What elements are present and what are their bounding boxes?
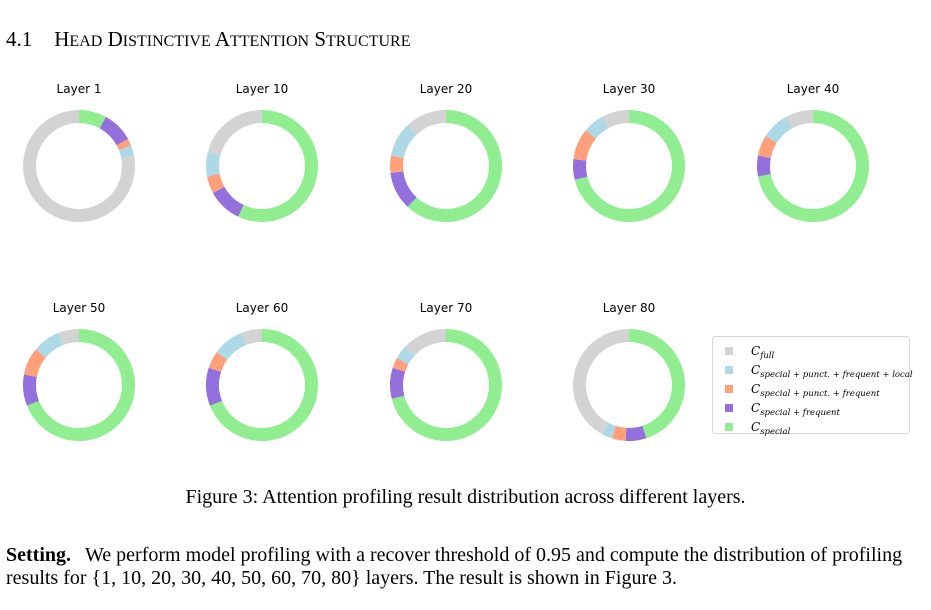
slice-layer-80-c-special-punct-frequent-local: [602, 422, 616, 439]
slice-layer-10-c-full: [207, 110, 262, 156]
legend-swatch: [725, 347, 733, 355]
slice-layer-50-c-special-punct-frequent-local: [35, 332, 64, 358]
legend-swatch: [725, 404, 733, 412]
slice-layer-70-c-special-frequent: [390, 367, 406, 399]
slice-layer-80-c-special-punct-frequent: [611, 425, 627, 441]
chart-title-layer-1: Layer 1: [56, 82, 102, 96]
chart-legend: Cfull Cspecial + punct. + frequent + loca…: [712, 336, 913, 437]
section-title: HEAD DISTINCTIVE ATTENTION STRUCTURE: [54, 27, 411, 51]
donut-layer-10: [206, 110, 319, 223]
legend-swatch: [725, 366, 733, 374]
paragraph-lead: Setting.: [6, 544, 71, 566]
legend-label: Cspecial: [751, 420, 791, 437]
slice-layer-70-c-full: [405, 329, 446, 356]
legend-label: Cspecial + frequent: [751, 401, 840, 418]
slice-layer-70-c-special-punct-frequent-local: [396, 346, 415, 365]
slice-layer-80-c-special: [629, 329, 685, 439]
slice-layer-20-c-special-frequent: [390, 171, 417, 207]
donut-layer-20: [390, 110, 503, 222]
setting-paragraph: Setting. We perform model profiling with …: [6, 544, 924, 590]
slice-layer-50-c-full: [58, 329, 79, 346]
figure-caption: Figure 3: Attention profiling result dis…: [185, 486, 746, 508]
donut-layer-60: [206, 329, 318, 442]
section-heading: 4.1 HEAD DISTINCTIVE ATTENTION STRUCTURE: [6, 26, 410, 55]
chart-title-layer-60: Layer 60: [235, 301, 289, 315]
slice-layer-30-c-special-frequent: [573, 158, 588, 180]
donut-layer-30: [573, 110, 685, 223]
slice-layer-80-c-special-frequent: [625, 425, 647, 441]
slice-layer-60-c-full: [241, 329, 262, 346]
donut-layer-1: [22, 110, 135, 223]
donut-layer-80: [573, 329, 685, 441]
chart-title-layer-10: Layer 10: [235, 82, 289, 96]
legend-label: Cspecial + punct. + frequent: [751, 382, 880, 399]
slice-layer-40-c-special-frequent: [757, 155, 771, 177]
slice-layer-1-c-special-punct-frequent-local: [118, 145, 135, 158]
slice-layer-40-c-special-punct-frequent-local: [765, 116, 793, 143]
slice-layer-30-c-full: [602, 110, 629, 129]
slice-layer-60-c-special-punct-frequent: [208, 352, 228, 372]
slice-layer-10-c-special: [238, 110, 319, 223]
slice-layer-80-c-full: [573, 329, 629, 435]
donut-chart-grid: [22, 110, 870, 442]
slice-layer-1-c-special: [79, 110, 106, 129]
slice-layer-10-c-special-punct-frequent-local: [206, 152, 221, 177]
slice-layer-50-c-special-punct-frequent: [23, 349, 46, 377]
slice-layer-60-c-special-punct-frequent-local: [216, 332, 247, 360]
section-number: 4.1: [6, 27, 33, 51]
legend-swatch: [725, 385, 733, 393]
chart-title-layer-40: Layer 40: [786, 82, 840, 96]
donut-layer-50: [23, 329, 136, 442]
slice-layer-20-c-special-punct-frequent: [390, 155, 404, 174]
legend-label: Cfull: [751, 344, 775, 361]
chart-title-layer-70: Layer 70: [419, 301, 473, 315]
slice-layer-20-c-full: [407, 110, 446, 135]
legend-swatch: [725, 423, 733, 431]
slice-layer-30-c-special-punct-frequent: [573, 130, 596, 161]
slice-layer-1-c-special-punct-frequent: [116, 139, 132, 151]
slice-layer-70-c-special-punct-frequent: [392, 358, 409, 372]
slice-layer-10-c-special-frequent: [212, 186, 244, 217]
slice-layer-60-c-special-frequent: [206, 367, 223, 406]
chart-title-layer-20: Layer 20: [419, 82, 473, 96]
slice-layer-20-c-special: [407, 110, 503, 222]
chart-title-layer-50: Layer 50: [52, 301, 106, 315]
slice-layer-1-c-special-frequent: [99, 116, 129, 146]
slice-layer-40-c-full: [786, 110, 813, 129]
slice-layer-50-c-special-frequent: [23, 374, 40, 406]
donut-layer-70: [390, 329, 503, 442]
chart-title-layer-30: Layer 30: [602, 82, 656, 96]
slice-layer-40-c-special-punct-frequent: [757, 135, 777, 158]
donut-layer-40: [757, 110, 870, 223]
slice-layer-20-c-special-punct-frequent-local: [390, 125, 417, 158]
slice-layer-10-c-special-punct-frequent: [206, 174, 225, 193]
chart-title-layer-80: Layer 80: [602, 301, 656, 315]
paragraph-text: We perform model profiling with a recove…: [6, 544, 903, 589]
slice-layer-30-c-special-punct-frequent-local: [585, 116, 609, 139]
legend-label: Cspecial + punct. + frequent + local: [751, 363, 913, 380]
